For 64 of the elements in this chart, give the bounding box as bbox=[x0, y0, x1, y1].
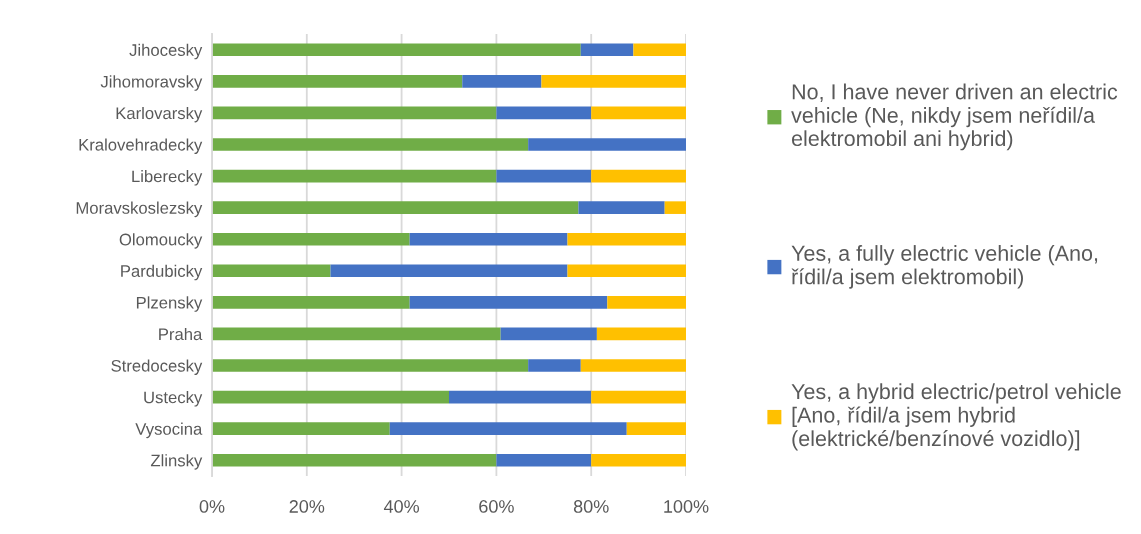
bar bbox=[212, 359, 529, 372]
y-tick-label: Pardubicky bbox=[121, 264, 203, 281]
bar bbox=[578, 201, 665, 214]
bar bbox=[330, 264, 568, 278]
bar bbox=[212, 264, 331, 278]
bar bbox=[500, 327, 597, 341]
y-tick-label: Stredocesky bbox=[111, 359, 203, 375]
bar bbox=[607, 296, 686, 309]
bar bbox=[212, 453, 497, 467]
bar bbox=[409, 296, 608, 309]
x-tick-label: 100% bbox=[664, 500, 709, 513]
bar bbox=[567, 232, 686, 246]
bar bbox=[389, 422, 627, 435]
bar bbox=[664, 201, 686, 214]
bar bbox=[496, 453, 592, 467]
bar bbox=[212, 75, 463, 88]
legend-label: No, I have never driven an electric vehicle (Ne, nikdy jsem neřídil/a elektromobil ani hybrid) bbox=[791, 83, 1118, 151]
y-tick-label: Jihocesky bbox=[129, 43, 203, 60]
x-tick-label: 60% bbox=[479, 500, 514, 513]
x-tick-label: 80% bbox=[573, 500, 609, 513]
y-tick-label: Liberecky bbox=[132, 170, 203, 186]
y-tick-label: Olomoucky bbox=[119, 233, 203, 249]
bar bbox=[528, 359, 581, 372]
x-tick-label: 40% bbox=[383, 500, 420, 513]
bar bbox=[626, 422, 686, 435]
x-tick-label: 20% bbox=[289, 500, 325, 513]
bar bbox=[528, 138, 686, 151]
y-tick-label: Plzensky bbox=[136, 296, 203, 312]
legend-label: Yes, a hybrid electric/petrol vehicle [Ano, řídil/a jsem hybrid (elektrické/benzínové vozidlo)] bbox=[791, 383, 1121, 451]
bar bbox=[409, 232, 568, 246]
bar bbox=[449, 390, 592, 404]
bar bbox=[580, 43, 634, 57]
bar bbox=[212, 106, 497, 120]
bar bbox=[212, 422, 390, 435]
bar bbox=[212, 327, 501, 341]
bar bbox=[591, 453, 686, 467]
bar bbox=[567, 264, 686, 278]
bar bbox=[633, 43, 686, 57]
bar bbox=[212, 232, 410, 246]
y-tick-label: Moravskoslezsky bbox=[76, 201, 203, 218]
bar bbox=[591, 169, 686, 183]
bar bbox=[496, 169, 592, 183]
y-tick-label: Kralovehradecky bbox=[79, 138, 203, 154]
y-tick-label: Praha bbox=[159, 327, 203, 341]
bar bbox=[580, 359, 686, 372]
bar bbox=[212, 296, 410, 309]
y-tick-label: Jihomoravsky bbox=[100, 75, 203, 91]
y-tick-label: Ustecky bbox=[144, 391, 203, 407]
bar bbox=[496, 106, 592, 120]
y-tick-label: Karlovarsky bbox=[116, 106, 203, 123]
legend-label: Yes, a fully electric vehicle (Ano, řídil/a jsem elektromobil) bbox=[791, 245, 1098, 289]
bar bbox=[212, 169, 497, 183]
bar bbox=[212, 390, 449, 404]
bar bbox=[591, 390, 686, 404]
bar bbox=[596, 327, 686, 341]
x-tick-label: 0% bbox=[199, 500, 225, 513]
y-tick-label: Vysocina bbox=[135, 422, 203, 439]
bar bbox=[591, 106, 686, 120]
bar bbox=[541, 75, 686, 88]
y-tick-label: Zlinsky bbox=[150, 454, 203, 470]
bar bbox=[462, 75, 542, 88]
bar bbox=[212, 43, 581, 57]
bar bbox=[212, 201, 579, 214]
bar bbox=[212, 138, 529, 151]
